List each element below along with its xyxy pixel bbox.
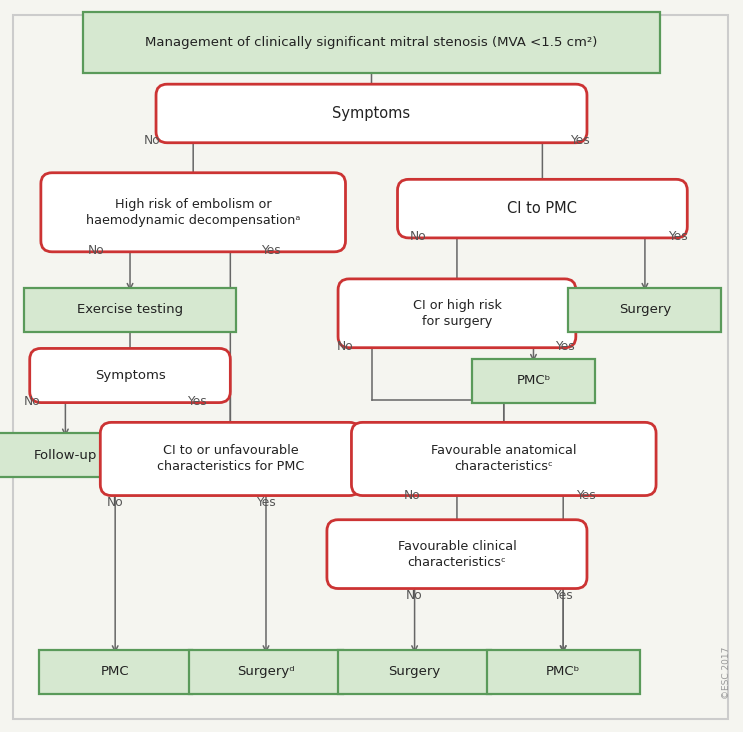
Text: Yes: Yes [555, 340, 574, 353]
Text: CI to or unfavourable
characteristics for PMC: CI to or unfavourable characteristics fo… [157, 444, 304, 474]
Text: Favourable anatomical
characteristicsᶜ: Favourable anatomical characteristicsᶜ [431, 444, 577, 474]
Text: No: No [406, 589, 423, 602]
Text: Management of clinically significant mitral stenosis (MVA <1.5 cm²): Management of clinically significant mit… [146, 36, 597, 49]
Text: Yes: Yes [554, 589, 573, 602]
Text: Surgeryᵈ: Surgeryᵈ [237, 665, 295, 679]
Text: Exercise testing: Exercise testing [77, 303, 183, 316]
FancyBboxPatch shape [398, 179, 687, 238]
Text: Yes: Yes [570, 134, 589, 147]
Text: PMC: PMC [101, 665, 129, 679]
Text: Yes: Yes [262, 244, 281, 257]
Text: No: No [404, 489, 421, 502]
FancyBboxPatch shape [487, 650, 640, 694]
Text: CI or high risk
for surgery: CI or high risk for surgery [412, 299, 502, 328]
Text: No: No [24, 395, 40, 408]
FancyBboxPatch shape [30, 348, 230, 403]
Text: Yes: Yes [187, 395, 207, 408]
Text: No: No [88, 244, 105, 257]
Text: PMCᵇ: PMCᵇ [516, 374, 551, 387]
Text: PMCᵇ: PMCᵇ [546, 665, 580, 679]
Text: No: No [107, 496, 123, 509]
Text: No: No [410, 230, 426, 243]
FancyBboxPatch shape [41, 173, 345, 252]
Text: Symptoms: Symptoms [94, 369, 166, 382]
Text: ©ESC 2017: ©ESC 2017 [722, 646, 731, 699]
Text: High risk of embolism or
haemodynamic decompensationᵃ: High risk of embolism or haemodynamic de… [86, 198, 300, 227]
FancyBboxPatch shape [24, 288, 236, 332]
FancyBboxPatch shape [39, 650, 192, 694]
Text: Surgery: Surgery [389, 665, 441, 679]
FancyBboxPatch shape [156, 84, 587, 143]
Text: Yes: Yes [576, 489, 595, 502]
FancyBboxPatch shape [351, 422, 656, 496]
FancyBboxPatch shape [338, 650, 491, 694]
Text: Surgery: Surgery [619, 303, 671, 316]
FancyBboxPatch shape [0, 433, 142, 477]
FancyBboxPatch shape [472, 359, 595, 403]
Text: Favourable clinical
characteristicsᶜ: Favourable clinical characteristicsᶜ [398, 539, 516, 569]
Text: No: No [144, 134, 160, 147]
FancyBboxPatch shape [568, 288, 721, 332]
FancyBboxPatch shape [338, 279, 576, 348]
Text: No: No [337, 340, 354, 353]
FancyBboxPatch shape [327, 520, 587, 589]
Text: Yes: Yes [669, 230, 688, 243]
Text: Follow-up: Follow-up [33, 449, 97, 462]
FancyBboxPatch shape [83, 12, 660, 73]
FancyBboxPatch shape [100, 422, 360, 496]
Text: CI to PMC: CI to PMC [507, 201, 577, 216]
Text: Symptoms: Symptoms [332, 106, 411, 121]
FancyBboxPatch shape [189, 650, 343, 694]
Text: Yes: Yes [256, 496, 276, 509]
